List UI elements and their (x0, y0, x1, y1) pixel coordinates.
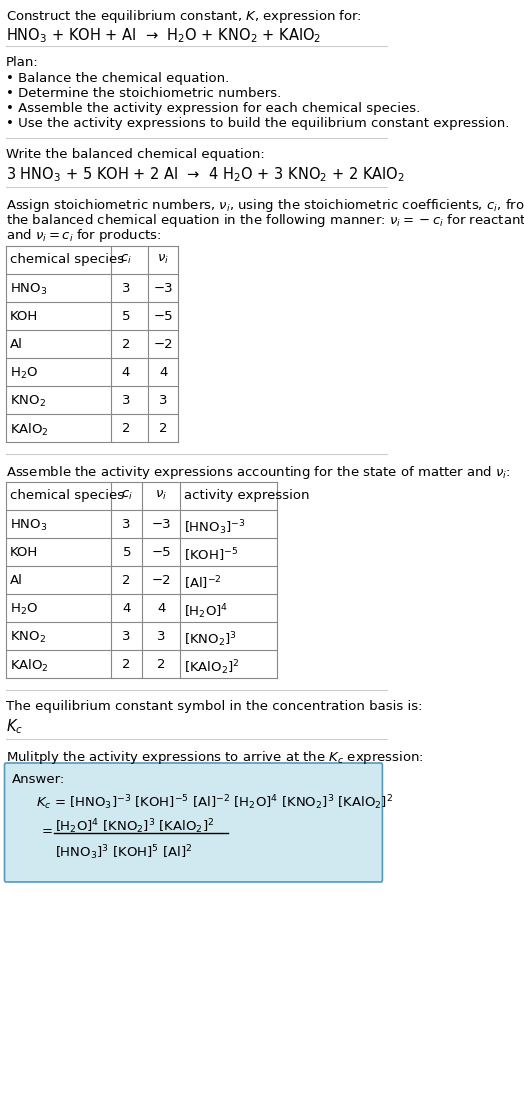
Text: 3 HNO$_3$ + 5 KOH + 2 Al  →  4 H$_2$O + 3 KNO$_2$ + 2 KAlO$_2$: 3 HNO$_3$ + 5 KOH + 2 Al → 4 H$_2$O + 3 … (6, 165, 405, 184)
Text: $c_i$: $c_i$ (121, 489, 133, 502)
Text: Plan:: Plan: (6, 56, 39, 69)
Text: [KAlO$_2$]$^2$: [KAlO$_2$]$^2$ (184, 658, 239, 677)
Text: • Balance the chemical equation.: • Balance the chemical equation. (6, 73, 229, 85)
Text: −2: −2 (151, 574, 171, 587)
Text: 2: 2 (122, 422, 130, 435)
Text: [H$_2$O]$^4$ [KNO$_2$]$^3$ [KAlO$_2$]$^2$: [H$_2$O]$^4$ [KNO$_2$]$^3$ [KAlO$_2$]$^2… (56, 817, 215, 835)
Text: • Determine the stoichiometric numbers.: • Determine the stoichiometric numbers. (6, 87, 281, 100)
Text: Write the balanced chemical equation:: Write the balanced chemical equation: (6, 148, 265, 160)
Text: • Assemble the activity expression for each chemical species.: • Assemble the activity expression for e… (6, 102, 420, 115)
Text: Construct the equilibrium constant, $K$, expression for:: Construct the equilibrium constant, $K$,… (6, 8, 362, 25)
Text: 3: 3 (123, 630, 131, 643)
Text: −5: −5 (151, 546, 171, 559)
Text: 3: 3 (122, 282, 130, 295)
Text: 5: 5 (123, 546, 131, 559)
Text: $\nu_i$: $\nu_i$ (158, 253, 169, 266)
Text: 4: 4 (123, 602, 131, 615)
Text: −5: −5 (154, 310, 173, 323)
Text: H$_2$O: H$_2$O (10, 366, 38, 381)
Text: −2: −2 (154, 338, 173, 351)
Text: KOH: KOH (10, 310, 38, 323)
Text: Answer:: Answer: (12, 773, 66, 786)
Text: 5: 5 (122, 310, 130, 323)
Text: HNO$_3$: HNO$_3$ (10, 518, 47, 533)
Text: 3: 3 (157, 630, 166, 643)
Text: chemical species: chemical species (10, 253, 124, 266)
Text: Assign stoichiometric numbers, $\nu_i$, using the stoichiometric coefficients, $: Assign stoichiometric numbers, $\nu_i$, … (6, 197, 524, 214)
Text: Assemble the activity expressions accounting for the state of matter and $\nu_i$: Assemble the activity expressions accoun… (6, 464, 511, 481)
Text: −3: −3 (154, 282, 173, 295)
Text: and $\nu_i = c_i$ for products:: and $\nu_i = c_i$ for products: (6, 227, 161, 244)
Text: 4: 4 (157, 602, 166, 615)
Text: KAlO$_2$: KAlO$_2$ (10, 658, 49, 674)
Text: KNO$_2$: KNO$_2$ (10, 395, 46, 409)
Text: • Use the activity expressions to build the equilibrium constant expression.: • Use the activity expressions to build … (6, 116, 509, 130)
Text: −3: −3 (151, 518, 171, 531)
Text: $\nu_i$: $\nu_i$ (155, 489, 167, 502)
Text: $K_c$ = [HNO$_3$]$^{-3}$ [KOH]$^{-5}$ [Al]$^{-2}$ [H$_2$O]$^4$ [KNO$_2$]$^3$ [KA: $K_c$ = [HNO$_3$]$^{-3}$ [KOH]$^{-5}$ [A… (36, 793, 393, 812)
Text: chemical species: chemical species (10, 489, 124, 502)
Text: [Al]$^{-2}$: [Al]$^{-2}$ (184, 574, 222, 591)
Text: H$_2$O: H$_2$O (10, 602, 38, 618)
Text: The equilibrium constant symbol in the concentration basis is:: The equilibrium constant symbol in the c… (6, 700, 422, 713)
Text: =: = (42, 825, 53, 839)
Text: Mulitply the activity expressions to arrive at the $K_c$ expression:: Mulitply the activity expressions to arr… (6, 750, 424, 766)
Text: KAlO$_2$: KAlO$_2$ (10, 422, 49, 439)
Text: [KOH]$^{-5}$: [KOH]$^{-5}$ (184, 546, 238, 564)
Text: 2: 2 (122, 338, 130, 351)
Text: 2: 2 (157, 658, 166, 671)
Text: [HNO$_3$]$^3$ [KOH]$^5$ [Al]$^2$: [HNO$_3$]$^3$ [KOH]$^5$ [Al]$^2$ (56, 843, 193, 862)
Text: the balanced chemical equation in the following manner: $\nu_i = -c_i$ for react: the balanced chemical equation in the fo… (6, 212, 524, 229)
FancyBboxPatch shape (5, 763, 383, 882)
Text: 4: 4 (122, 366, 130, 379)
Text: 3: 3 (122, 395, 130, 407)
Text: $K_c$: $K_c$ (6, 717, 23, 735)
Text: 2: 2 (123, 658, 131, 671)
Text: HNO$_3$ + KOH + Al  →  H$_2$O + KNO$_2$ + KAlO$_2$: HNO$_3$ + KOH + Al → H$_2$O + KNO$_2$ + … (6, 26, 321, 45)
Text: 4: 4 (159, 366, 168, 379)
Text: 3: 3 (123, 518, 131, 531)
Text: activity expression: activity expression (184, 489, 309, 502)
Text: [H$_2$O]$^4$: [H$_2$O]$^4$ (184, 602, 228, 621)
Text: HNO$_3$: HNO$_3$ (10, 282, 47, 297)
Text: Al: Al (10, 338, 23, 351)
Text: $c_i$: $c_i$ (120, 253, 132, 266)
Text: 2: 2 (123, 574, 131, 587)
Text: KOH: KOH (10, 546, 38, 559)
Text: [HNO$_3$]$^{-3}$: [HNO$_3$]$^{-3}$ (184, 518, 245, 536)
Text: 2: 2 (159, 422, 168, 435)
Text: Al: Al (10, 574, 23, 587)
Text: KNO$_2$: KNO$_2$ (10, 630, 46, 645)
Text: [KNO$_2$]$^3$: [KNO$_2$]$^3$ (184, 630, 237, 648)
Text: 3: 3 (159, 395, 168, 407)
